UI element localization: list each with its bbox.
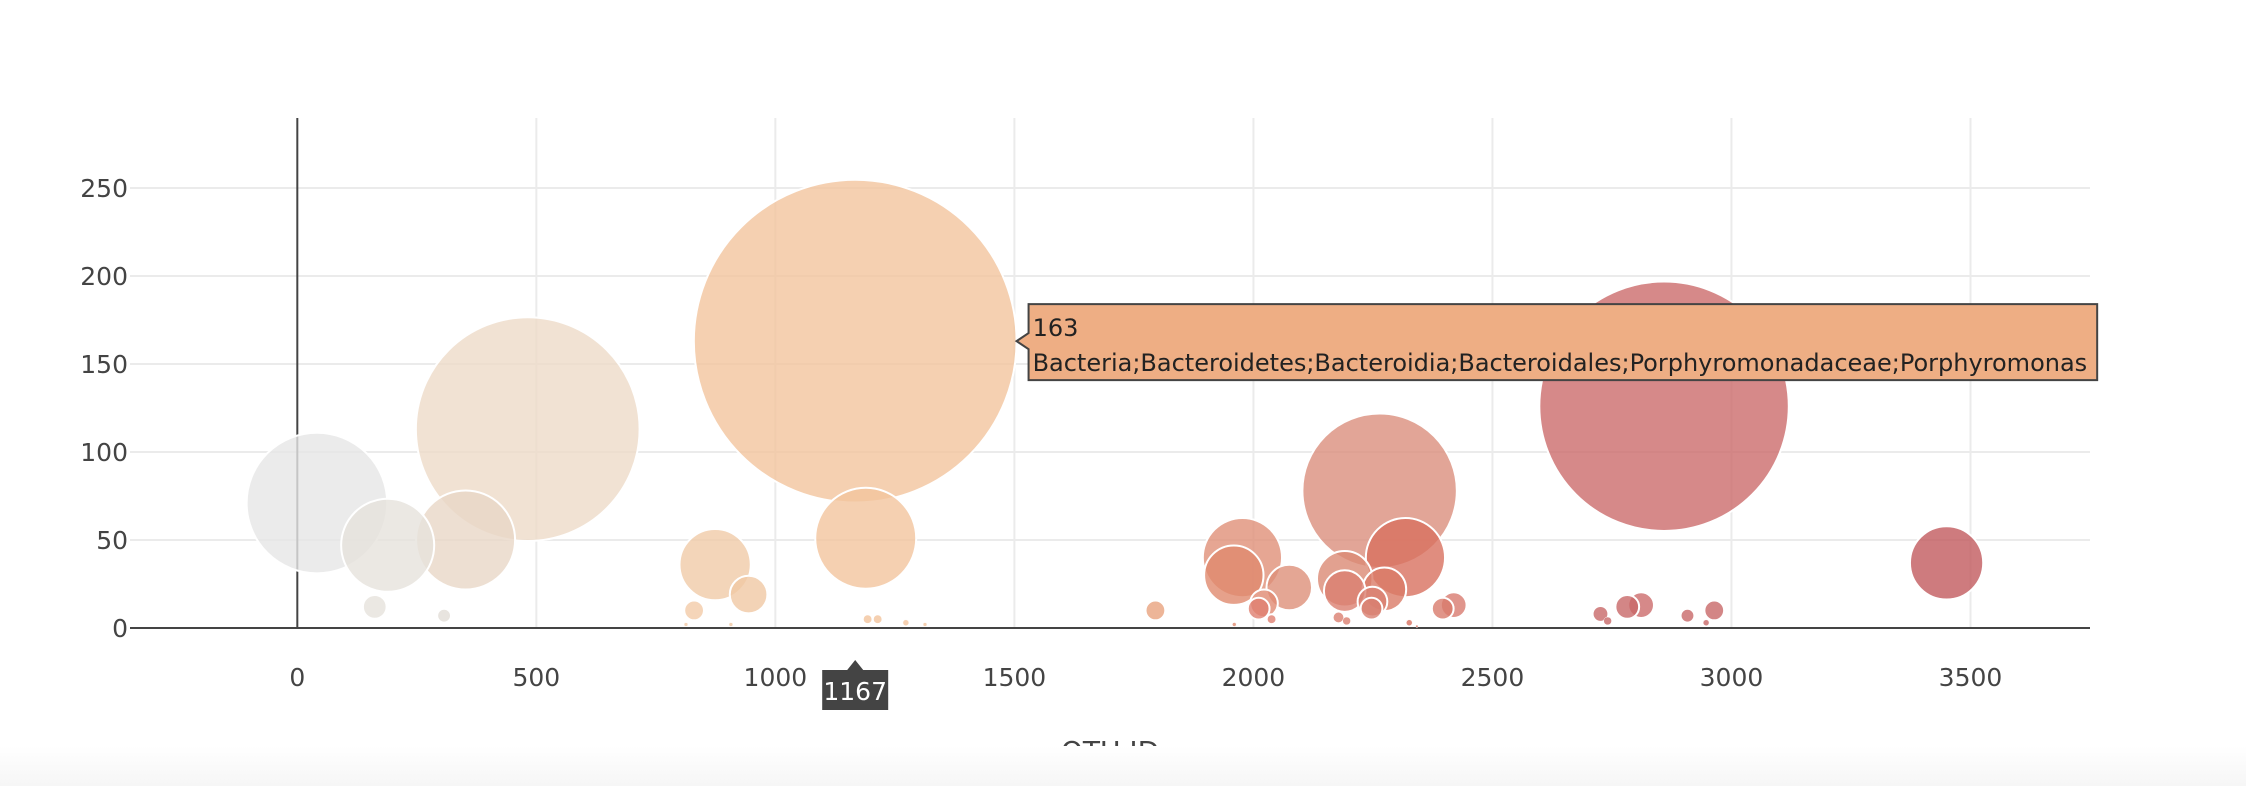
bubble-layer[interactable]: [245, 178, 1985, 628]
bubble-point[interactable]: [414, 316, 641, 542]
bottom-shade: [0, 746, 2246, 786]
bubble-point[interactable]: [1203, 544, 1265, 606]
bubble-point[interactable]: [683, 622, 689, 627]
hover-tooltip: 163 Bacteria;Bacteroidetes;Bacteroidia;B…: [1014, 303, 2099, 382]
bubble-point[interactable]: [1406, 619, 1413, 626]
x-tick-label: 3500: [1939, 663, 2003, 692]
x-spike-label: 1167: [822, 660, 889, 710]
y-tick-label: 250: [80, 174, 128, 203]
bubble-point[interactable]: [361, 594, 388, 620]
bubble-point[interactable]: [728, 574, 769, 615]
bubble-point[interactable]: [1232, 622, 1237, 627]
bubble-point[interactable]: [1415, 624, 1419, 628]
x-tick-label: 2000: [1222, 663, 1286, 692]
x-tick-label: 2500: [1461, 663, 1525, 692]
bubble-point[interactable]: [1342, 616, 1351, 626]
bubble-point[interactable]: [1246, 596, 1271, 621]
bubble-point[interactable]: [871, 613, 884, 626]
y-tick-label: 50: [96, 526, 128, 555]
bubble-point[interactable]: [1430, 596, 1455, 621]
bubble-point[interactable]: [861, 613, 874, 626]
hover-tooltip-value: 163: [1033, 314, 1079, 342]
bubble-point[interactable]: [1603, 616, 1612, 626]
bubble-point[interactable]: [814, 486, 918, 590]
bubble-point[interactable]: [1703, 599, 1726, 622]
y-tick-label: 200: [80, 262, 128, 291]
hover-tooltip-otu-label: Bacteria;Bacteroidetes;Bacteroidia;Bacte…: [1033, 349, 2088, 377]
bubble-point[interactable]: [436, 607, 453, 624]
bubble-point[interactable]: [1144, 599, 1167, 622]
x-tick-label: 0: [289, 663, 305, 692]
bubble-point[interactable]: [692, 178, 1018, 504]
bubble-point[interactable]: [922, 622, 928, 627]
y-tick-label: 100: [80, 438, 128, 467]
bubble-point[interactable]: [683, 599, 705, 622]
x-tick-label: 500: [512, 663, 560, 692]
bubble-point[interactable]: [1359, 596, 1384, 621]
bubble-point[interactable]: [1265, 613, 1278, 626]
x-tick-label: 1500: [983, 663, 1047, 692]
y-tick-label: 150: [80, 350, 128, 379]
bubble-point[interactable]: [1591, 605, 1610, 623]
bubble-point[interactable]: [728, 622, 734, 627]
bubble-point[interactable]: [902, 619, 910, 626]
x-tick-label: 1000: [744, 663, 808, 692]
bubble-point[interactable]: [340, 497, 436, 593]
bubble-point[interactable]: [1614, 594, 1641, 620]
y-tick-label: 0: [112, 614, 128, 643]
bubble-point[interactable]: [1702, 619, 1710, 626]
hover-tooltip-box: [1014, 303, 2099, 382]
x-spike-label-box: [822, 660, 889, 710]
x-spike-label-text: 1167: [823, 677, 887, 706]
x-tick-label: 3000: [1700, 663, 1764, 692]
bubble-point[interactable]: [1908, 525, 1985, 601]
tick-labels: 0 500 1000 1500 2000 2500 3000 3500 0 50 100 150 200…: [80, 174, 2002, 692]
bubble-point[interactable]: [1679, 607, 1696, 624]
